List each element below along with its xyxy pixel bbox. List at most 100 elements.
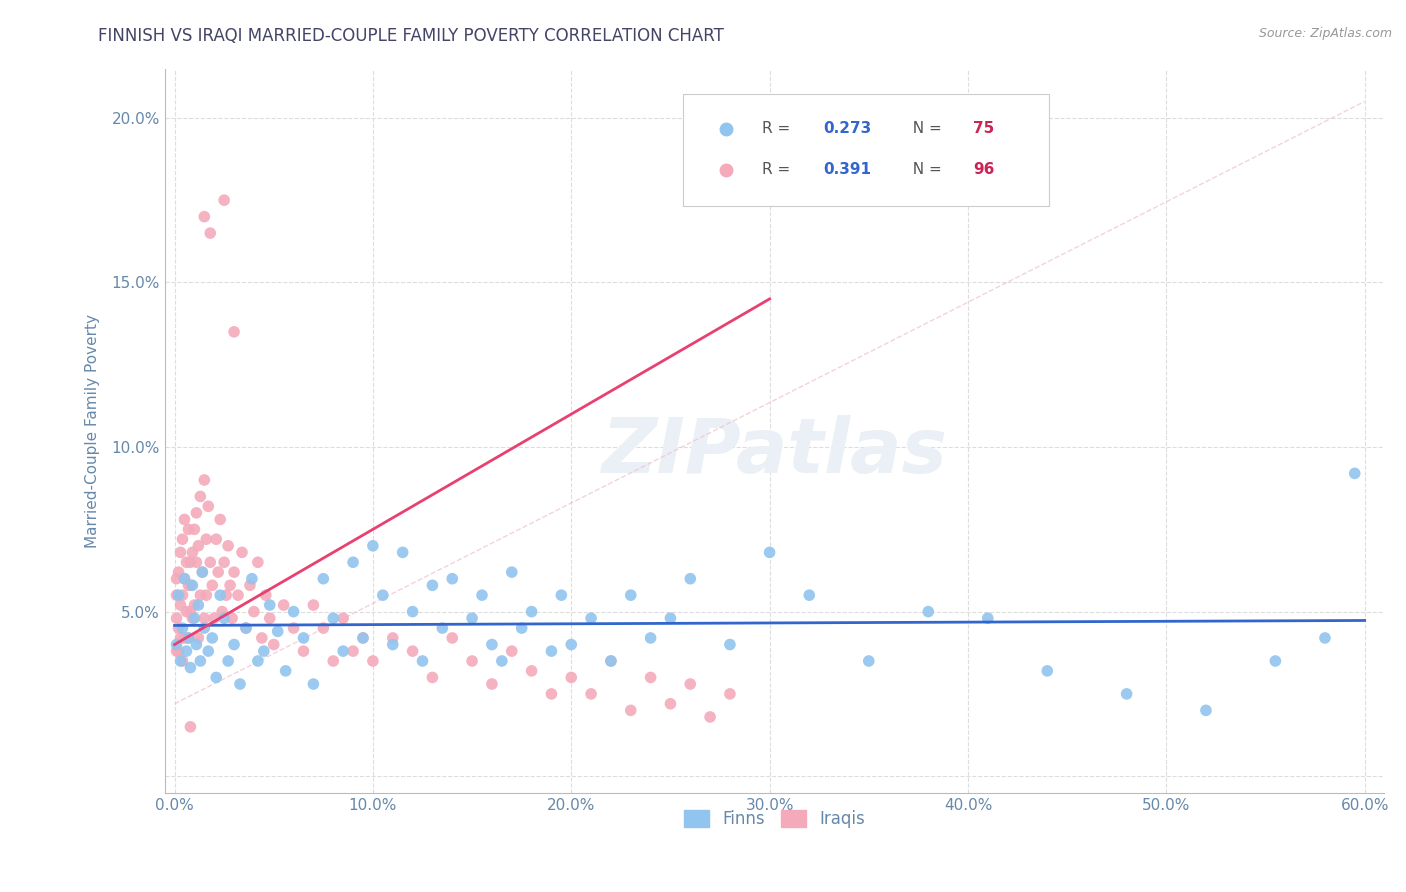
- Point: [312, 572, 335, 586]
- Point: [361, 654, 384, 668]
- Point: [173, 512, 195, 526]
- Point: [471, 588, 494, 602]
- Point: [191, 565, 214, 579]
- Point: [166, 644, 188, 658]
- Y-axis label: Married-Couple Family Poverty: Married-Couple Family Poverty: [86, 314, 100, 548]
- Text: 0.273: 0.273: [824, 121, 872, 136]
- Text: 96: 96: [973, 162, 995, 178]
- Point: [322, 654, 344, 668]
- Text: ZIPatlas: ZIPatlas: [602, 416, 948, 490]
- Point: [1036, 664, 1059, 678]
- Point: [219, 578, 242, 592]
- Point: [202, 611, 225, 625]
- Point: [540, 644, 562, 658]
- Point: [501, 644, 523, 658]
- Point: [273, 598, 295, 612]
- Point: [209, 512, 232, 526]
- Text: R =: R =: [762, 121, 796, 136]
- Point: [183, 611, 205, 625]
- Point: [540, 687, 562, 701]
- Point: [235, 621, 257, 635]
- Point: [520, 605, 543, 619]
- Point: [166, 638, 188, 652]
- Point: [173, 572, 195, 586]
- Point: [187, 539, 209, 553]
- Point: [222, 638, 245, 652]
- Point: [361, 539, 384, 553]
- Text: FINNISH VS IRAQI MARRIED-COUPLE FAMILY POVERTY CORRELATION CHART: FINNISH VS IRAQI MARRIED-COUPLE FAMILY P…: [98, 27, 724, 45]
- Point: [352, 631, 374, 645]
- Point: [1264, 654, 1286, 668]
- Point: [177, 631, 200, 645]
- Point: [231, 545, 253, 559]
- Point: [217, 654, 239, 668]
- Point: [441, 631, 464, 645]
- Point: [461, 611, 484, 625]
- Point: [679, 677, 702, 691]
- Point: [1344, 467, 1367, 481]
- Point: [200, 555, 222, 569]
- Point: [226, 588, 249, 602]
- Point: [173, 572, 195, 586]
- Point: [332, 611, 354, 625]
- Point: [481, 677, 503, 691]
- Point: [186, 638, 208, 652]
- Point: [441, 572, 464, 586]
- Point: [799, 588, 821, 602]
- Point: [263, 638, 285, 652]
- Point: [235, 621, 257, 635]
- Point: [172, 654, 194, 668]
- Point: [292, 631, 315, 645]
- Point: [322, 611, 344, 625]
- Point: [579, 611, 602, 625]
- Point: [401, 644, 423, 658]
- Point: [267, 624, 290, 639]
- Point: [169, 654, 191, 668]
- Point: [274, 664, 297, 678]
- Point: [250, 631, 273, 645]
- Point: [169, 545, 191, 559]
- Point: [167, 565, 190, 579]
- Point: [501, 565, 523, 579]
- Point: [401, 605, 423, 619]
- Point: [167, 621, 190, 635]
- Point: [718, 638, 741, 652]
- Point: [283, 621, 305, 635]
- Point: [302, 677, 325, 691]
- Point: [179, 578, 201, 592]
- Text: Source: ZipAtlas.com: Source: ZipAtlas.com: [1258, 27, 1392, 40]
- Point: [342, 644, 364, 658]
- Point: [215, 588, 238, 602]
- FancyBboxPatch shape: [683, 94, 1049, 206]
- Point: [169, 598, 191, 612]
- Text: N =: N =: [903, 162, 946, 178]
- Point: [188, 490, 211, 504]
- Point: [187, 631, 209, 645]
- Point: [222, 325, 245, 339]
- Point: [200, 226, 222, 240]
- Text: N =: N =: [903, 121, 946, 136]
- Point: [461, 654, 484, 668]
- Point: [620, 588, 643, 602]
- Point: [659, 697, 682, 711]
- Point: [167, 644, 190, 658]
- Point: [201, 578, 224, 592]
- Point: [173, 631, 195, 645]
- Point: [193, 621, 215, 635]
- Point: [520, 664, 543, 678]
- Point: [302, 598, 325, 612]
- Point: [758, 545, 780, 559]
- Point: [481, 638, 503, 652]
- Point: [197, 500, 219, 514]
- Point: [510, 621, 533, 635]
- Point: [283, 605, 305, 619]
- Point: [600, 654, 623, 668]
- Point: [209, 588, 232, 602]
- Point: [197, 644, 219, 658]
- Point: [579, 687, 602, 701]
- Point: [246, 654, 269, 668]
- Point: [181, 545, 204, 559]
- Point: [391, 545, 413, 559]
- Text: 0.391: 0.391: [824, 162, 872, 178]
- Point: [229, 677, 252, 691]
